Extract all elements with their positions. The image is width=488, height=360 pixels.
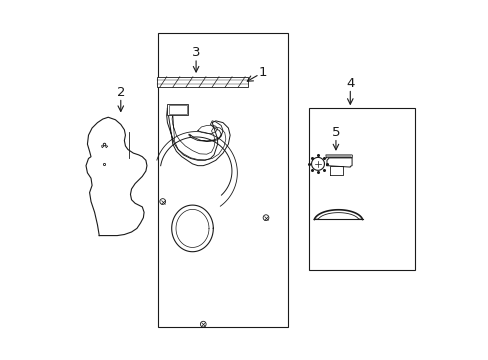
Text: 1: 1 [258, 66, 267, 79]
Text: 3: 3 [191, 46, 200, 59]
Text: 2: 2 [116, 86, 125, 99]
Text: 4: 4 [346, 77, 354, 90]
Text: 5: 5 [331, 126, 340, 139]
Bar [308, 108, 414, 270]
Bar [167, 104, 188, 116]
Bar [156, 77, 247, 87]
Bar [168, 105, 186, 114]
Bar [158, 33, 287, 327]
